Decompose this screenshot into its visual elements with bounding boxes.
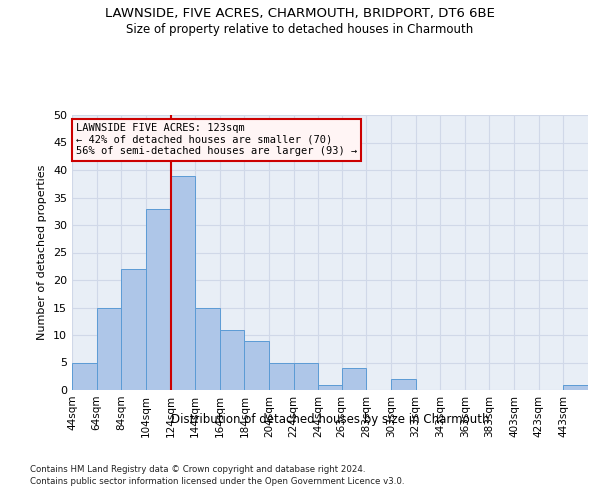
Bar <box>195 308 220 390</box>
Bar <box>121 269 146 390</box>
Bar <box>341 368 367 390</box>
Text: Contains public sector information licensed under the Open Government Licence v3: Contains public sector information licen… <box>30 478 404 486</box>
Text: LAWNSIDE FIVE ACRES: 123sqm
← 42% of detached houses are smaller (70)
56% of sem: LAWNSIDE FIVE ACRES: 123sqm ← 42% of det… <box>76 123 357 156</box>
Bar <box>170 176 195 390</box>
Bar <box>269 362 293 390</box>
Bar <box>391 379 416 390</box>
Bar <box>293 362 319 390</box>
Bar <box>72 362 97 390</box>
Text: LAWNSIDE, FIVE ACRES, CHARMOUTH, BRIDPORT, DT6 6BE: LAWNSIDE, FIVE ACRES, CHARMOUTH, BRIDPOR… <box>105 8 495 20</box>
Text: Size of property relative to detached houses in Charmouth: Size of property relative to detached ho… <box>127 22 473 36</box>
Text: Contains HM Land Registry data © Crown copyright and database right 2024.: Contains HM Land Registry data © Crown c… <box>30 465 365 474</box>
Y-axis label: Number of detached properties: Number of detached properties <box>37 165 47 340</box>
Bar <box>244 340 269 390</box>
Bar <box>97 308 121 390</box>
Bar <box>146 208 170 390</box>
Text: Distribution of detached houses by size in Charmouth: Distribution of detached houses by size … <box>171 412 489 426</box>
Bar <box>319 384 343 390</box>
Bar <box>220 330 244 390</box>
Bar <box>563 384 588 390</box>
